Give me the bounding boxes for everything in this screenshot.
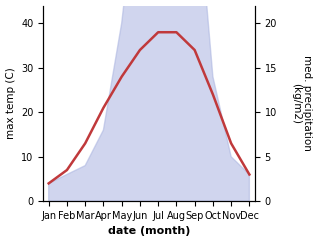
Y-axis label: med. precipitation
(kg/m2): med. precipitation (kg/m2) <box>291 55 313 151</box>
Y-axis label: max temp (C): max temp (C) <box>5 68 16 139</box>
X-axis label: date (month): date (month) <box>108 227 190 236</box>
